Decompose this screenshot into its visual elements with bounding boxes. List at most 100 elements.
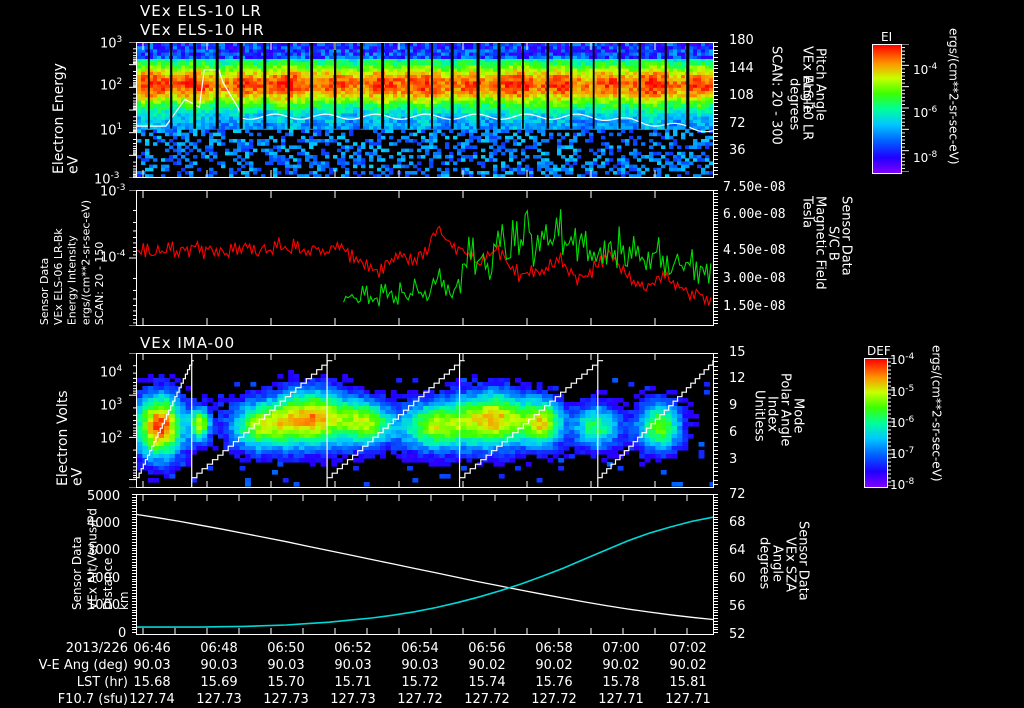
panel3-right-label-index: Index: [764, 396, 780, 432]
bottom-table-cell: 15.81: [669, 675, 707, 690]
tick-exponent: -7: [905, 446, 915, 456]
panel3-colorbar: [864, 358, 888, 488]
bottom-table-cell: 15.74: [468, 675, 506, 690]
tick-exponent: 4: [116, 364, 123, 374]
panel2-left-label-line4: ergs/(cm**2-sr-sec-eV): [79, 200, 93, 326]
panel4-right-tick-56: 56: [729, 599, 746, 614]
panel3-right-tick-6: 6: [729, 425, 738, 440]
panel1-title-line2: VEx ELS-10 HR: [140, 21, 265, 39]
bottom-table-cell: 15.69: [200, 675, 238, 690]
panel1-colorbar-unit: ergs/(cm**2-sr-sec-eV): [946, 28, 961, 165]
panel3-colorbar-tick-2: 10-5: [890, 384, 914, 399]
panel4-left-tick-4000: 4000: [87, 516, 121, 531]
panel4-right-ticks: [713, 494, 718, 633]
bottom-table-cell: 127.71: [665, 692, 711, 707]
panel1-right-tick-180: 180: [729, 33, 754, 48]
panel1-colorbar-tick-1: 10-4: [913, 62, 937, 77]
tick-mantissa: 10: [890, 385, 906, 399]
bottom-table-cell: 90.02: [669, 658, 707, 673]
bottom-table-cell: 15.78: [602, 675, 640, 690]
panel2-right-label-tesla: Tesla: [799, 196, 815, 229]
bottom-table-row-label: LST (hr): [76, 675, 128, 690]
panel1-title-line1: VEx ELS-10 LR: [140, 2, 262, 20]
tick-mantissa: 10: [100, 398, 117, 414]
tick-exponent: -3: [116, 183, 126, 193]
panel4-traces: [137, 495, 713, 634]
panel4-left-tick-1000: 1000: [87, 598, 121, 613]
panel3-colorbar-tick-5: 10-8: [890, 477, 914, 492]
panel3-plot-area: [136, 353, 714, 488]
bottom-table-cell: 90.02: [602, 658, 640, 673]
panel1-right-label-scan: SCAN: 20 - 300: [768, 46, 784, 145]
tick-mantissa: 10: [100, 36, 117, 52]
panel1-colorbar-ticks: [901, 44, 909, 172]
panel1-right-label-sensor: VEx ELS-10 LR: [799, 46, 815, 141]
panel1-right-label-pitch: Pitch Angle: [812, 48, 828, 121]
bottom-table-cell: 15.71: [334, 675, 372, 690]
panel3-colorbar-unit: ergs/(cm**2-sr-sec-eV): [929, 345, 944, 482]
panel4-right-label-sza: VEx SZA: [782, 537, 798, 592]
bottom-table-cell: 15.68: [133, 675, 171, 690]
tick-exponent: -8: [928, 150, 938, 160]
panel2-right-label-magfield: Magnetic Field: [812, 196, 828, 290]
panel4-right-tick-64: 64: [729, 543, 746, 558]
panel1-spectrogram: [137, 43, 713, 177]
bottom-table-cell: 06:52: [334, 641, 372, 656]
panel1-colorbar: [872, 44, 902, 174]
bottom-table-cell: 07:02: [669, 641, 707, 656]
panel1-left-tick-10: 101: [100, 122, 122, 138]
panel1-left-tick-1000: 103: [100, 35, 122, 51]
panel3-left-axis-label-line2: eV: [69, 467, 86, 486]
tick-exponent: 2: [116, 430, 123, 440]
panel3-left-axis-label: Electron Volts eV: [55, 360, 86, 486]
panel3-colorbar-ticks: [887, 358, 895, 486]
panel4-plot-area: [136, 494, 714, 635]
panel2-left-label-line1: Sensor Data: [38, 257, 51, 326]
tick-mantissa: 10: [890, 447, 906, 461]
tick-exponent: -3: [110, 171, 120, 181]
panel1-colorbar-name: EI: [881, 30, 893, 44]
bottom-table-cell: 90.03: [267, 658, 305, 673]
tick-exponent: -6: [905, 415, 915, 425]
tick-exponent: -4: [116, 249, 126, 259]
tick-mantissa: 10: [913, 106, 929, 120]
tick-mantissa: 10: [890, 478, 906, 492]
panel3-title: VEx IMA-00: [140, 334, 236, 352]
panel4-right-tick-68: 68: [729, 515, 746, 530]
bottom-table-cell: 127.72: [397, 692, 443, 707]
panel1-right-label-degrees: degrees: [786, 78, 802, 131]
bottom-table-row-label: F10.7 (sfu): [57, 692, 128, 707]
panel3-left-tick-3: 102: [100, 430, 122, 446]
bottom-table-cell: 127.72: [531, 692, 577, 707]
panel1-right-ticks: [713, 42, 718, 175]
bottom-table-cell: 90.02: [535, 658, 573, 673]
panel1-colorbar-tick-3: 10-8: [913, 150, 937, 165]
panel3-left-tick-1: 104: [100, 364, 122, 380]
panel3-right-label-unitless: Unitless: [751, 390, 767, 442]
panel3-right-tick-12: 12: [729, 371, 746, 386]
panel3-right-tick-15: 15: [729, 345, 746, 360]
panel4-left-ticks: [132, 494, 137, 633]
tick-mantissa: 10: [100, 250, 117, 266]
panel3-right-ticks: [713, 353, 718, 485]
tick-mantissa: 10: [100, 431, 117, 447]
bottom-table-cell: 06:54: [401, 641, 439, 656]
tick-exponent: 3: [116, 35, 123, 45]
panel2-left-ticks: [129, 190, 137, 326]
tick-exponent: 2: [116, 77, 123, 87]
panel2-left-label-line3: Energy Intensity: [65, 235, 79, 326]
bottom-table-cell: 127.73: [263, 692, 309, 707]
panel3-right-label-polar: Polar Angle: [777, 373, 793, 447]
panel1-right-tick-72: 72: [729, 116, 746, 131]
bottom-table-cell: 127.73: [330, 692, 376, 707]
tick-mantissa: 10: [890, 353, 906, 367]
panel4-left-tick-3000: 3000: [87, 543, 121, 558]
bottom-table-cell: 90.02: [468, 658, 506, 673]
panel1-right-tick-108: 108: [729, 88, 754, 103]
panel3-left-ticks: [129, 353, 137, 488]
panel3-colorbar-name: DEF: [867, 344, 891, 358]
tick-mantissa: 10: [100, 365, 117, 381]
bottom-table-cell: 15.70: [267, 675, 305, 690]
tick-mantissa: 10: [100, 123, 117, 139]
panel4-left-tick-2000: 2000: [87, 571, 121, 586]
